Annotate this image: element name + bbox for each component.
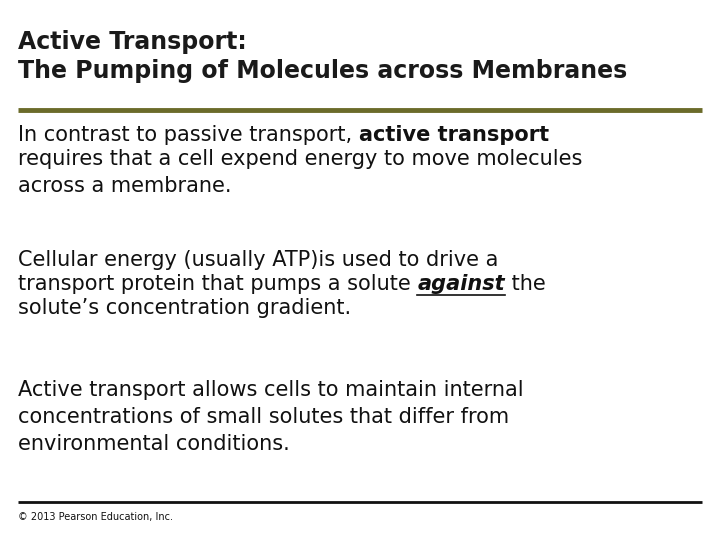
Text: active transport: active transport [359, 125, 549, 145]
Text: Active Transport:
The Pumping of Molecules across Membranes: Active Transport: The Pumping of Molecul… [18, 30, 627, 83]
Text: transport protein that pumps a solute: transport protein that pumps a solute [18, 274, 418, 294]
Text: Cellular energy (usually ATP)is used to drive a: Cellular energy (usually ATP)is used to … [18, 250, 498, 270]
Text: Active transport allows cells to maintain internal
concentrations of small solut: Active transport allows cells to maintai… [18, 380, 523, 454]
Text: against: against [418, 274, 505, 294]
Text: requires that a cell expend energy to move molecules
across a membrane.: requires that a cell expend energy to mo… [18, 149, 582, 196]
Text: © 2013 Pearson Education, Inc.: © 2013 Pearson Education, Inc. [18, 512, 173, 522]
Text: the: the [505, 274, 546, 294]
Text: In contrast to passive transport,: In contrast to passive transport, [18, 125, 359, 145]
Text: solute’s concentration gradient.: solute’s concentration gradient. [18, 298, 351, 318]
